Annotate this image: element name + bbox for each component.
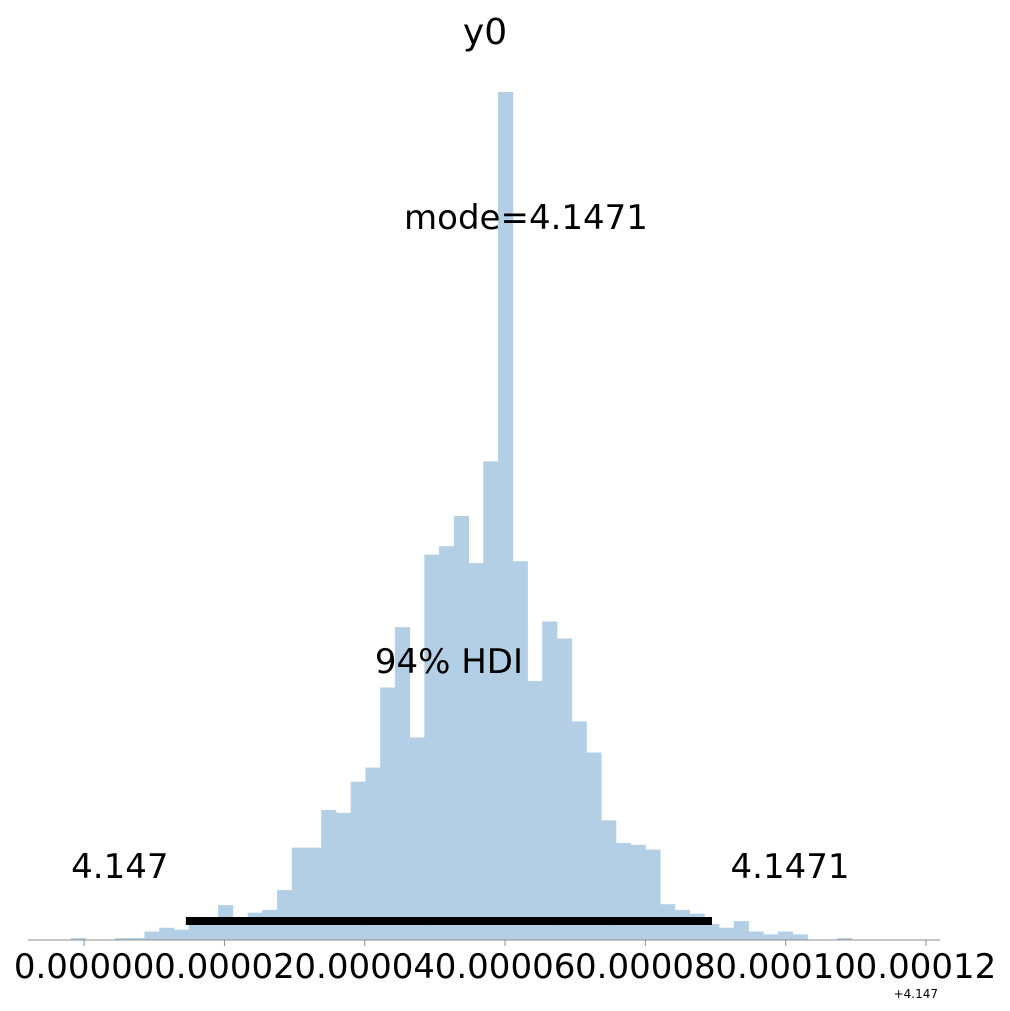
x-tick-label: 0.00004 <box>294 947 435 987</box>
histogram-bar <box>542 621 558 940</box>
x-tick-label: 0.00012 <box>856 947 997 987</box>
histogram-bar <box>733 921 749 940</box>
x-tick-label: 0.00010 <box>715 947 856 987</box>
x-offset-label: +4.147 <box>894 987 938 1001</box>
chart-title: y0 <box>463 12 507 53</box>
histogram-bar <box>129 938 145 940</box>
histogram-bar <box>188 921 204 940</box>
histogram-bar <box>70 938 86 940</box>
histogram-bar <box>409 737 425 940</box>
histogram-bar <box>792 934 808 940</box>
histogram-bar <box>365 767 381 940</box>
histogram-bar <box>439 546 455 940</box>
histogram-bar <box>321 809 337 940</box>
hdi-lower-label: 4.147 <box>71 847 168 887</box>
x-tick-label: 0.00002 <box>154 947 295 987</box>
histogram-bar <box>424 554 440 940</box>
histogram-bar <box>601 820 617 940</box>
x-tick-label: 0.00006 <box>435 947 576 987</box>
hdi-label: 94% HDI <box>375 642 523 682</box>
histogram-bar <box>645 849 661 940</box>
histogram-bar <box>748 931 764 940</box>
histogram-bar <box>527 680 543 940</box>
histogram-bar <box>556 638 573 940</box>
histogram-bar <box>203 923 219 940</box>
histogram-bar <box>291 847 307 940</box>
histogram-bar <box>453 516 469 940</box>
histogram-bar <box>335 812 352 940</box>
mode-label: mode=4.1471 <box>404 198 648 238</box>
hdi-upper-label: 4.1471 <box>731 847 850 887</box>
histogram-bar <box>114 938 131 940</box>
histogram-bar <box>306 847 322 940</box>
histogram-bar <box>836 938 853 940</box>
histogram-bar <box>144 931 160 940</box>
x-axis-ticks: 0.00000 0.00002 0.00004 0.00006 0.00008 0.000… <box>14 940 996 987</box>
histogram-bar <box>394 627 411 940</box>
histogram-bar <box>159 927 175 940</box>
histogram-bar <box>380 687 396 940</box>
histogram-bar <box>615 842 632 940</box>
histogram-bar <box>777 931 794 940</box>
histogram-bar <box>173 929 190 940</box>
histogram-bar <box>247 912 263 940</box>
histogram-bar <box>763 934 779 940</box>
histogram-bar <box>571 721 587 940</box>
histogram-bar <box>350 781 366 940</box>
histogram-bar <box>498 92 514 940</box>
histogram-bar <box>704 923 720 940</box>
x-tick-label: 0.00008 <box>575 947 716 987</box>
histogram-bar <box>719 927 735 940</box>
histogram-bar <box>483 461 499 940</box>
histogram-bar <box>512 561 528 940</box>
histogram-bar <box>630 844 646 940</box>
histogram-bar <box>586 752 602 940</box>
x-tick-label: 0.00000 <box>14 947 155 987</box>
histogram-bar <box>277 890 293 940</box>
histogram-bar <box>468 563 484 940</box>
